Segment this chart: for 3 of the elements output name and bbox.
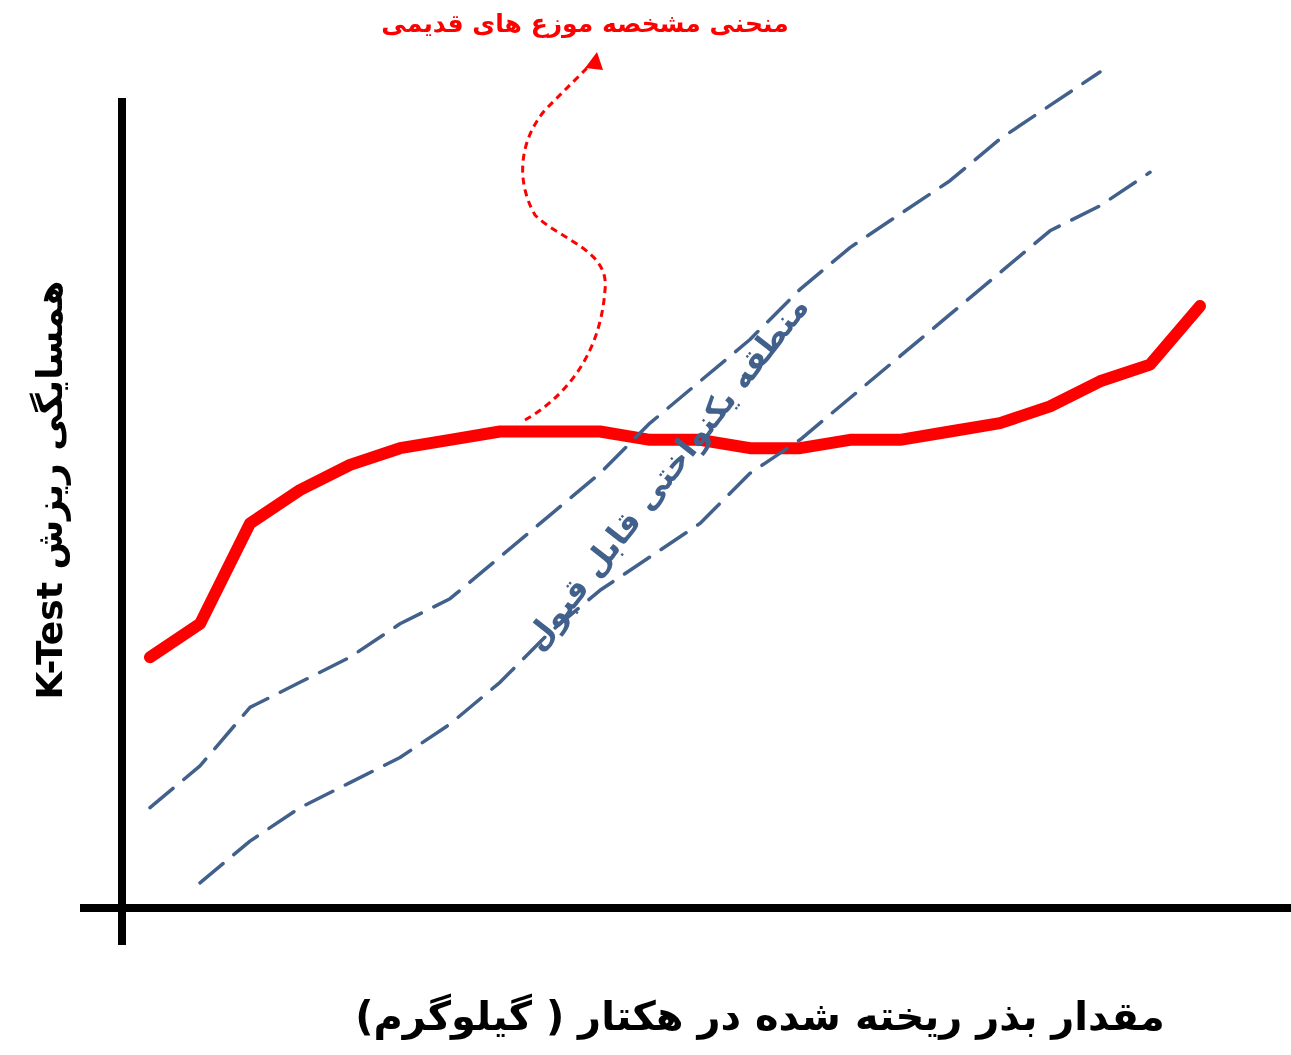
ylabel: همسایگی ریزش K-Test [29,280,70,700]
annotation: منحنی مشخصه موزع های قدیمی [381,9,789,38]
xlabel: مقدار بذر ریخته شده در هکتار ( گیلوگرم) [355,993,1165,1039]
